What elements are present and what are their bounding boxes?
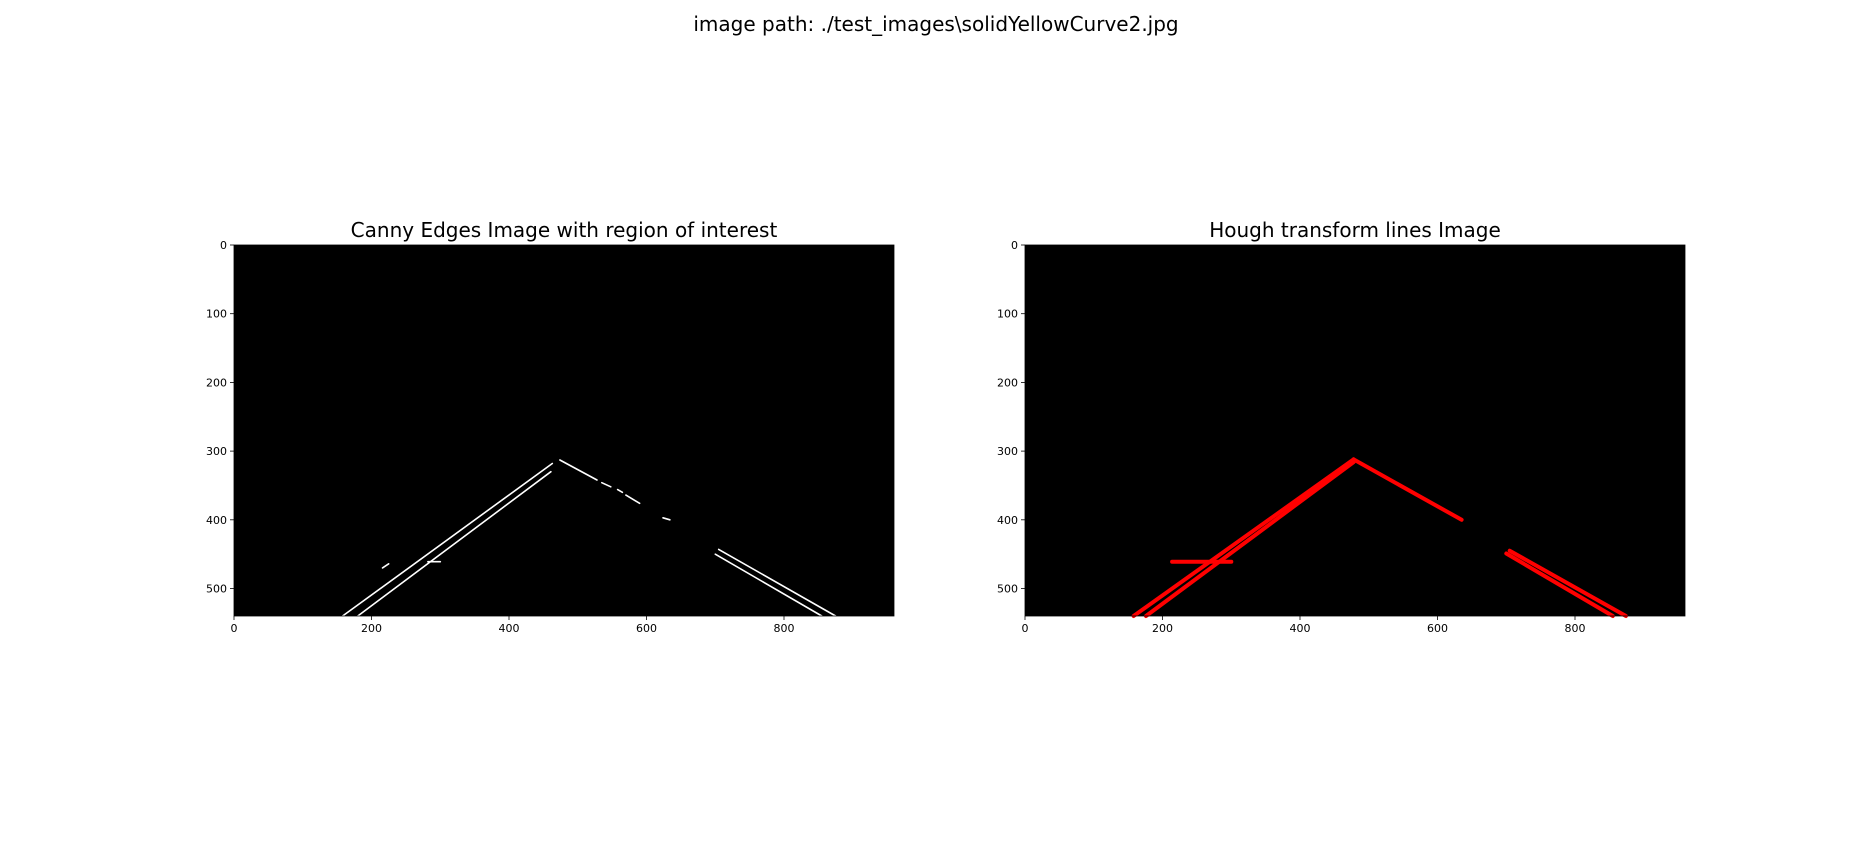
x-tick-label: 400 (1290, 622, 1311, 635)
right-lane-upper-line (1351, 457, 1464, 522)
left-lane-outer-edge (341, 462, 554, 617)
x-tick-label: 600 (1427, 622, 1448, 635)
x-tick-label: 600 (636, 622, 657, 635)
x-tick-label: 200 (1152, 622, 1173, 635)
y-tick-label: 100 (997, 308, 1018, 321)
left-lane-line-1 (1131, 457, 1356, 618)
y-tick-label: 0 (220, 239, 227, 252)
y-tick-label: 400 (997, 514, 1018, 527)
y-tick-label: 500 (997, 583, 1018, 596)
right-lane-outer-edge (717, 548, 837, 617)
x-tick-label: 200 (361, 622, 382, 635)
right-lane-lower-line-2 (1504, 551, 1615, 618)
x-tick-label: 0 (231, 622, 238, 635)
image-background (1025, 245, 1685, 616)
x-tick-label: 800 (1565, 622, 1586, 635)
right-dash-3 (616, 488, 624, 494)
axes-frame (233, 244, 895, 617)
left-lane-small-edge (381, 562, 390, 569)
y-tick-label: 300 (206, 445, 227, 458)
y-tick-label: 0 (1011, 239, 1018, 252)
panel-1: Canny Edges Image with region of interes… (206, 218, 895, 635)
figure-title: image path: ./test_images\solidYellowCur… (693, 12, 1179, 36)
right-dash-1 (559, 459, 598, 481)
y-tick-label: 400 (206, 514, 227, 527)
right-lane-lower-line-1 (1507, 548, 1628, 618)
y-tick-label: 200 (206, 376, 227, 389)
y-tick-label: 200 (997, 376, 1018, 389)
panel-2: Hough transform lines Image 0 200 400 600 800… (997, 218, 1686, 635)
left-lane-line-2 (1144, 460, 1356, 618)
panel-title: Canny Edges Image with region of interes… (351, 218, 778, 242)
right-dash-5 (662, 516, 671, 521)
y-tick-label: 500 (206, 583, 227, 596)
axes-frame (1024, 244, 1686, 617)
y-tick-label: 300 (997, 445, 1018, 458)
right-dash-4 (625, 494, 641, 505)
y-tick-label: 100 (206, 308, 227, 321)
image-background (234, 245, 894, 616)
left-lane-inner-edge (356, 470, 552, 617)
x-tick-label: 0 (1022, 622, 1029, 635)
x-tick-label: 800 (774, 622, 795, 635)
x-tick-label: 400 (499, 622, 520, 635)
right-dash-2 (600, 481, 612, 488)
panel-title: Hough transform lines Image (1209, 218, 1501, 242)
right-lane-inner-edge (714, 553, 823, 617)
